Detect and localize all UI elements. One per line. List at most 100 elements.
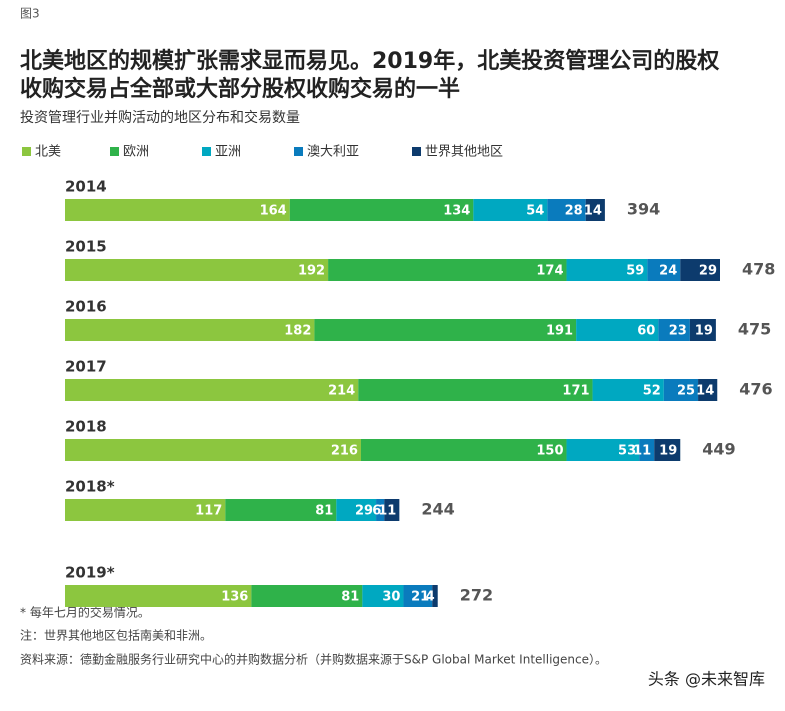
data-label: 53: [618, 444, 636, 459]
bar-segment: [65, 379, 359, 401]
data-label: 171: [562, 384, 589, 399]
total-label: 478: [742, 260, 775, 279]
chart-title: 北美地区的规模扩张需求显而易见。2019年，北美投资管理公司的股权: [20, 48, 720, 74]
legend-label: 澳大利亚: [307, 144, 359, 160]
legend-swatch: [22, 147, 31, 156]
bar-segment: [566, 439, 640, 461]
bar-segment: [647, 259, 681, 281]
category-label: 2016: [65, 298, 107, 316]
data-label: 150: [536, 444, 563, 459]
data-label: 24: [659, 264, 677, 279]
bar-segment: [576, 319, 659, 341]
data-label: 21: [411, 590, 429, 605]
data-label: 25: [677, 384, 695, 399]
legend-label: 亚洲: [215, 145, 241, 160]
bar-segment: [547, 199, 586, 221]
legend-swatch: [294, 147, 303, 156]
legend-swatch: [110, 147, 119, 156]
total-label: 244: [421, 500, 454, 519]
bar-segment: [65, 585, 252, 607]
watermark: 头条 @未来智库: [648, 670, 765, 689]
bar-segment: [360, 439, 567, 461]
bar-segment: [658, 319, 690, 341]
data-label: 29: [699, 264, 717, 279]
data-label: 60: [637, 324, 655, 339]
bar-segment: [65, 319, 315, 341]
data-label: 164: [260, 204, 287, 219]
bar-segment: [585, 199, 605, 221]
total-label: 476: [739, 380, 772, 399]
data-label: 19: [695, 324, 713, 339]
data-label: 54: [526, 204, 544, 219]
bar-segment: [314, 319, 577, 341]
total-label: 272: [460, 586, 493, 605]
category-label: 2015: [65, 238, 107, 256]
note: * 每年七月的交易情况。: [20, 605, 150, 620]
category-label: 2014: [65, 178, 107, 196]
data-label: 216: [331, 444, 358, 459]
legend-label: 世界其他地区: [425, 145, 503, 160]
data-label: 19: [659, 444, 677, 459]
data-label: 59: [626, 264, 644, 279]
data-label: 6: [372, 504, 381, 519]
chart-subtitle: 投资管理行业并购活动的地区分布和交易数量: [20, 109, 300, 126]
bar-segment: [432, 585, 438, 607]
data-label: 134: [443, 204, 470, 219]
bar-segment: [639, 439, 655, 461]
bar-segment: [473, 199, 548, 221]
legend-label: 欧洲: [123, 145, 149, 160]
bar-segment: [65, 199, 290, 221]
bar-segment: [65, 439, 361, 461]
bar-segment: [358, 379, 593, 401]
note: 注：世界其他地区包括南美和非洲。: [20, 628, 212, 643]
bar-segment: [403, 585, 433, 607]
bar-segment: [566, 259, 648, 281]
legend-swatch: [202, 147, 211, 156]
chart-title: 收购交易占全部或大部分股权收购交易的一半: [20, 76, 460, 102]
category-label: 2019*: [65, 564, 115, 582]
bar-segment: [384, 499, 400, 521]
category-label: 2018*: [65, 478, 115, 496]
bar-segment: [654, 439, 681, 461]
data-label: 29: [355, 504, 373, 519]
total-label: 394: [627, 200, 660, 219]
data-label: 191: [546, 324, 573, 339]
bar-segment: [689, 319, 716, 341]
bar-segment: [663, 379, 699, 401]
data-label: 117: [195, 504, 222, 519]
legend-label: 北美: [35, 145, 61, 160]
bar-segment: [592, 379, 664, 401]
total-label: 475: [738, 320, 771, 339]
data-label: 11: [378, 504, 396, 519]
data-label: 30: [382, 590, 400, 605]
data-label: 23: [669, 324, 687, 339]
figure-label: 图3: [20, 7, 40, 21]
data-label: 81: [315, 504, 333, 519]
data-label: 192: [298, 264, 325, 279]
bar-segment: [289, 199, 474, 221]
data-label: 14: [696, 384, 714, 399]
bar-segment: [362, 585, 404, 607]
legend-swatch: [412, 147, 421, 156]
data-label: 174: [536, 264, 563, 279]
data-label: 182: [284, 324, 311, 339]
bar-segment: [251, 585, 363, 607]
bar-segment: [376, 499, 385, 521]
bar-segment: [65, 259, 329, 281]
total-label: 449: [702, 440, 735, 459]
bar-segment: [698, 379, 718, 401]
data-label: 4: [426, 590, 435, 605]
data-label: 52: [643, 384, 661, 399]
note: 资料来源：德勤金融服务行业研究中心的并购数据分析（并购数据来源于S&P Glob…: [20, 652, 607, 667]
data-label: 81: [341, 590, 359, 605]
category-label: 2018: [65, 418, 107, 436]
bar-segment: [328, 259, 567, 281]
data-label: 11: [633, 444, 651, 459]
bar-segment: [225, 499, 337, 521]
data-label: 136: [221, 590, 248, 605]
data-label: 214: [328, 384, 355, 399]
data-label: 28: [565, 204, 583, 219]
bar-segment: [65, 499, 226, 521]
category-label: 2017: [65, 358, 107, 376]
